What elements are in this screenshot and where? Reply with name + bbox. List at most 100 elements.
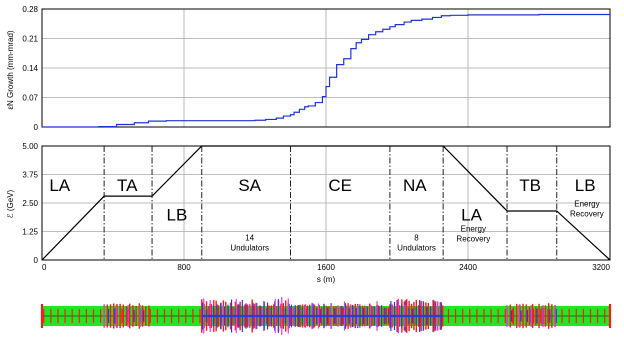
lattice-element (454, 309, 457, 323)
lattice-element (139, 305, 141, 327)
lattice-element (469, 309, 471, 323)
top-y-axis-label: εN Growth (mm-mrad) (6, 30, 15, 109)
lattice-element (506, 305, 508, 327)
lattice-element (520, 310, 522, 322)
lattice-element (114, 308, 116, 324)
lattice-element (589, 309, 592, 323)
lattice-element (50, 309, 52, 323)
lattice-element (531, 303, 534, 329)
emittance-growth-panel: 0 0.07 0.14 0.21 0.28 εN Growth (mm-mrad) (6, 5, 611, 132)
energy-profile-panel: 01.252.503.755.00 0 800 1600 2400 3200 LA TAL… (6, 142, 611, 284)
lattice-element (533, 309, 535, 323)
lattice-element (143, 310, 145, 322)
section-annotation: Energy Recovery (570, 199, 604, 218)
annotation-line: 8 (414, 234, 419, 243)
lattice-element (518, 305, 520, 327)
lattice-element (582, 309, 584, 323)
lattice-element (575, 309, 577, 323)
lattice-element (92, 309, 95, 323)
lattice-element (148, 305, 150, 327)
lattice-element (141, 305, 144, 327)
annotation-line: Recovery (570, 209, 604, 218)
annotation-line: Energy (574, 199, 599, 208)
section-label: TB (519, 176, 541, 195)
lattice-element (57, 309, 59, 323)
lattice-element (125, 306, 128, 326)
lattice-element (519, 304, 521, 328)
lattice-element (554, 305, 556, 327)
lattice-element (170, 309, 173, 323)
x-tick-label: 3200 (592, 263, 610, 272)
x-axis-label: s (m) (317, 275, 336, 284)
section-labels: LA TA LB SA CE NA LA TB LB (49, 176, 595, 225)
top-y-ticks: 0 0.07 0.14 0.21 0.28 (22, 5, 38, 132)
lattice-element (551, 304, 553, 328)
section-label: NA (403, 176, 427, 195)
section-label: LB (167, 205, 188, 224)
lattice-element (178, 309, 180, 323)
middle-y-tick-label: 3.75 (22, 171, 38, 180)
lattice-element (526, 310, 529, 322)
lattice-element (568, 309, 570, 323)
annotation-line: Undulators (397, 244, 436, 253)
lattice-element (512, 306, 515, 326)
section-label: LA (461, 205, 482, 224)
middle-y-ticks: 0 1.25 2.50 3.75 5.00 (22, 142, 38, 265)
lattice-element (109, 304, 112, 328)
lattice-element (525, 304, 527, 328)
lattice-element (78, 309, 80, 323)
lattice-element (542, 305, 544, 327)
energy-series (41, 145, 611, 261)
lattice-element (490, 309, 492, 323)
lattice-element (71, 309, 73, 323)
lattice-element (133, 309, 135, 323)
x-tick-label: 2400 (459, 263, 477, 272)
annotation-line: Undulators (230, 244, 269, 253)
section-annotation: 14 Undulators (230, 234, 269, 253)
lattice-element (185, 309, 187, 323)
section-annotation: Energy Recovery (456, 225, 490, 244)
emittance-growth-line (42, 13, 610, 128)
lattice-element (163, 309, 166, 323)
lattice-element (504, 309, 506, 323)
lattice-element (535, 306, 537, 326)
lattice-element (483, 309, 485, 323)
top-y-tick-label: 0.28 (22, 5, 38, 14)
lattice-element (122, 304, 125, 328)
lattice-element (103, 305, 105, 327)
top-y-tick-label: 0.21 (22, 35, 38, 44)
section-boundaries (103, 146, 558, 260)
x-tick-label: 0 (42, 263, 47, 272)
top-y-tick-label: 0.07 (22, 94, 38, 103)
lattice-element (107, 308, 110, 324)
lattice-element (121, 309, 123, 323)
lattice-element (510, 310, 513, 322)
energy-line (41, 145, 611, 261)
lattice-element (43, 309, 45, 323)
lattice-element (145, 306, 147, 326)
lattice-element (541, 306, 543, 326)
lattice-strip (40, 297, 612, 335)
lattice-element (192, 309, 194, 323)
lattice-element (536, 308, 538, 324)
middle-y-axis-label: ℰ (GeV) (6, 189, 15, 218)
annotation-line: Recovery (456, 235, 490, 244)
lattice-element (549, 309, 551, 323)
lattice-element (199, 309, 201, 323)
lattice-element (447, 309, 450, 323)
lattice-element (119, 303, 121, 329)
section-label: SA (238, 176, 261, 195)
top-grid (42, 9, 610, 127)
annotation-line: 14 (245, 234, 254, 243)
lattice-element (547, 309, 549, 323)
lattice-element (113, 303, 115, 329)
x-tick-label: 800 (177, 263, 191, 272)
lattice-element (608, 304, 612, 328)
top-y-tick-label: 0 (34, 123, 39, 132)
middle-y-tick-label: 0 (34, 256, 39, 265)
lattice-element (156, 309, 158, 323)
section-label: LB (575, 176, 596, 195)
top-series (42, 13, 610, 128)
annotation-line: Energy (461, 225, 486, 234)
